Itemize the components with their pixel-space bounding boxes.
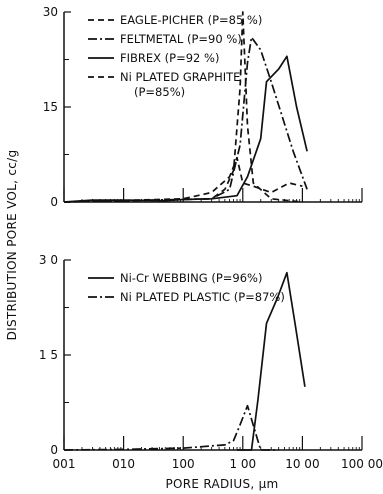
- y-axis-title: DISTRIBUTION PORE VOL, cc/g: [5, 150, 19, 341]
- y-tick-label: 30: [43, 5, 58, 19]
- x-tick-label: 1 00: [229, 457, 256, 471]
- x-tick-label: 001: [53, 457, 76, 471]
- x-axis-title: PORE RADIUS, μm: [165, 477, 278, 491]
- legend-label: Ni-Cr WEBBING (P=96%): [120, 271, 262, 285]
- bottom-panel: 0 1 5 3 0 Ni-Cr WEBBING (P=96%) Ni PLATED PL…: [39, 253, 363, 457]
- series-line-1-2: [63, 36, 308, 203]
- x-tick-label: 100: [172, 457, 195, 471]
- x-tick-label: 10 00: [285, 457, 319, 471]
- x-tick-labels: 001 010 100 1 00 10 00 100 00: [53, 457, 383, 471]
- y-tick-label: 0: [50, 195, 58, 209]
- series-line-2-1: [237, 271, 306, 451]
- top-panel: 0 15 30 EAGLE-PICHER (P=85 %) FELTMETAL (P=9…: [43, 5, 363, 209]
- legend-label: Ni PLATED GRAPHITE: [120, 70, 240, 84]
- legend-label: EAGLE-PICHER (P=85 %): [120, 13, 262, 27]
- legend-label: FIBREX (P=92 %): [120, 51, 219, 65]
- x-tick-label: 100 00: [341, 457, 383, 471]
- y-tick-label: 3 0: [39, 253, 58, 267]
- series-line-1-3: [63, 55, 308, 203]
- y-tick-label: 1 5: [39, 348, 58, 362]
- legend-label: (P=85%): [134, 85, 185, 99]
- series-line-2-2: [63, 404, 279, 451]
- series-line-1-1: [63, 11, 303, 203]
- legend-label: FELTMETAL (P=90 %): [120, 32, 242, 46]
- y-tick-label: 0: [50, 443, 58, 457]
- series-line-1-4: [63, 156, 303, 203]
- y-tick-label: 15: [43, 100, 58, 114]
- legend-label: Ni PLATED PLASTIC (P=87%): [120, 290, 285, 304]
- x-tick-label: 010: [112, 457, 135, 471]
